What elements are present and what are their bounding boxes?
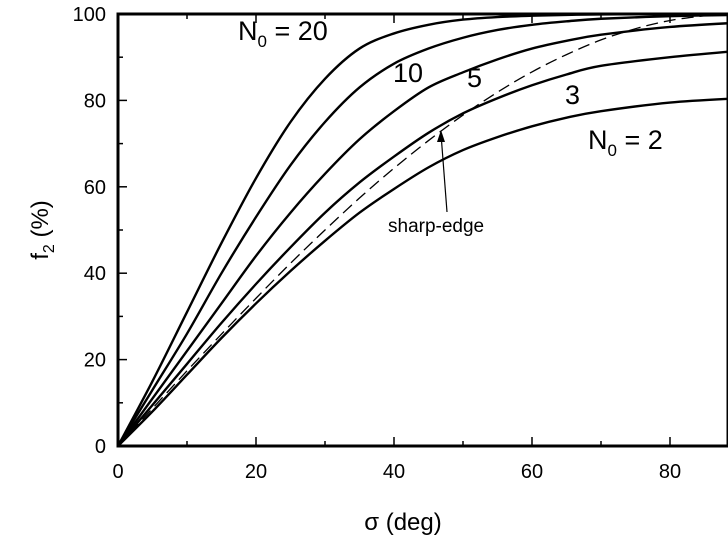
sharp-edge-arrow-line	[440, 133, 448, 213]
label-n0-10: 10	[393, 58, 423, 88]
sharp-edge-arrow-head	[437, 130, 445, 142]
y-tick-label: 0	[95, 436, 106, 458]
series-layer	[118, 14, 728, 446]
x-tick-label: 60	[521, 461, 543, 483]
y-tick-label: 100	[73, 4, 106, 26]
label-n0-2: N0 = 2	[588, 125, 663, 160]
y-axis-title: f2 (%)	[27, 200, 58, 260]
y-tick-label: 60	[84, 177, 106, 199]
x-tick-label: 20	[245, 461, 267, 483]
label-n0-20: N0 = 20	[238, 16, 328, 51]
series-line-3	[118, 50, 728, 446]
series-line-1	[118, 14, 728, 446]
x-axis-title: σ (deg)	[364, 509, 442, 536]
label-n0-5: 5	[467, 63, 482, 93]
plot-frame	[116, 12, 728, 448]
y-axis-ticks: 0 20 40 60 80 100	[73, 4, 127, 458]
x-tick-label: 40	[383, 461, 405, 483]
y-tick-label: 20	[84, 350, 106, 372]
series-line-0	[118, 14, 728, 446]
series-line-2	[118, 22, 728, 446]
series-line-4	[118, 97, 728, 446]
label-n0-3: 3	[565, 80, 580, 110]
series-line-5	[118, 14, 719, 446]
x-axis-ticks: 0 20 40 60 80	[112, 14, 681, 483]
sharp-edge-label: sharp-edge	[388, 216, 484, 237]
y-tick-label: 40	[84, 263, 106, 285]
x-tick-label: 80	[659, 461, 681, 483]
x-tick-label: 0	[112, 461, 123, 483]
y-tick-label: 80	[84, 90, 106, 112]
